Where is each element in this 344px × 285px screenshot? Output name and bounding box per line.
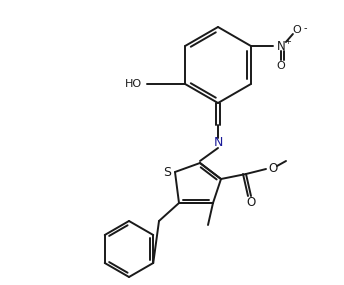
Text: O: O (292, 25, 301, 35)
Text: N: N (213, 137, 223, 150)
Text: -: - (303, 23, 307, 33)
Text: N: N (277, 40, 285, 52)
Text: O: O (246, 196, 256, 209)
Text: +: + (284, 36, 291, 46)
Text: O: O (277, 61, 285, 71)
Text: HO: HO (125, 79, 142, 89)
Text: O: O (268, 162, 278, 174)
Text: S: S (163, 166, 171, 178)
